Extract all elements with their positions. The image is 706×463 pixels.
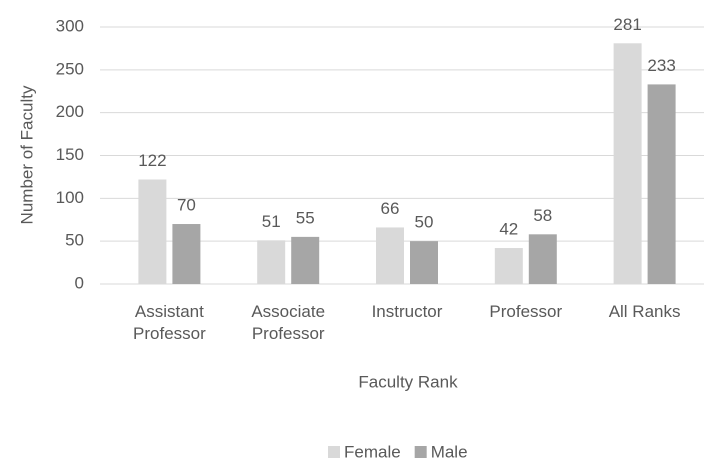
bar bbox=[257, 240, 286, 284]
x-tick-label: Professor bbox=[489, 302, 563, 321]
y-tick-label: 100 bbox=[56, 188, 84, 207]
bar bbox=[528, 234, 557, 284]
data-label: 66 bbox=[381, 199, 400, 218]
x-tick-label: Associate Professor bbox=[251, 302, 326, 343]
y-axis-title: Number of Faculty bbox=[17, 85, 36, 224]
bar bbox=[138, 179, 167, 284]
data-label: 50 bbox=[415, 213, 434, 232]
x-axis-title: Faculty Rank bbox=[358, 372, 458, 391]
legend-label: Female bbox=[344, 442, 401, 461]
bar bbox=[410, 241, 438, 284]
y-tick-label: 50 bbox=[65, 231, 84, 250]
y-tick-label: 250 bbox=[56, 59, 84, 78]
legend-swatch bbox=[328, 446, 340, 458]
bar bbox=[647, 84, 676, 284]
data-label: 281 bbox=[613, 15, 641, 34]
bar bbox=[613, 43, 642, 284]
bar bbox=[494, 248, 523, 284]
data-label: 233 bbox=[647, 56, 675, 75]
y-tick-label: 300 bbox=[56, 16, 84, 35]
data-label: 51 bbox=[262, 212, 281, 231]
data-label: 70 bbox=[177, 196, 196, 215]
x-tick-label: All Ranks bbox=[608, 302, 681, 321]
data-label: 55 bbox=[296, 208, 315, 227]
y-tick-label: 150 bbox=[56, 145, 84, 164]
data-label: 58 bbox=[533, 206, 552, 225]
x-tick-label: Instructor bbox=[371, 302, 443, 321]
bar bbox=[291, 236, 320, 284]
data-label: 42 bbox=[499, 220, 518, 239]
bar bbox=[172, 224, 201, 284]
legend-label: Male bbox=[431, 442, 468, 461]
y-tick-label: 200 bbox=[56, 102, 84, 121]
bar bbox=[376, 227, 404, 284]
x-tick-label: Assistant Professor bbox=[133, 302, 206, 343]
legend-swatch bbox=[414, 446, 427, 458]
data-label: 122 bbox=[138, 151, 166, 170]
y-tick-label: 0 bbox=[75, 273, 84, 292]
